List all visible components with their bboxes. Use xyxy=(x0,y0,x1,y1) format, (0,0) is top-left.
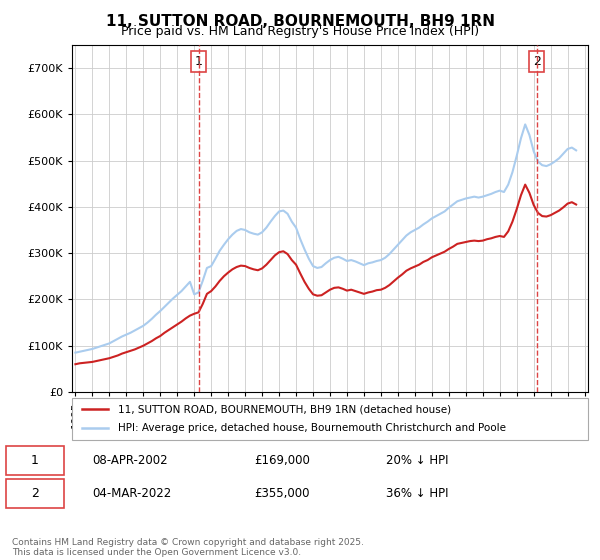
Text: £355,000: £355,000 xyxy=(254,487,310,500)
Text: 2: 2 xyxy=(31,487,39,500)
Text: 1: 1 xyxy=(31,454,39,467)
Text: 11, SUTTON ROAD, BOURNEMOUTH, BH9 1RN (detached house): 11, SUTTON ROAD, BOURNEMOUTH, BH9 1RN (d… xyxy=(118,404,452,414)
Text: 20% ↓ HPI: 20% ↓ HPI xyxy=(386,454,449,467)
Text: Price paid vs. HM Land Registry's House Price Index (HPI): Price paid vs. HM Land Registry's House … xyxy=(121,25,479,38)
Text: HPI: Average price, detached house, Bournemouth Christchurch and Poole: HPI: Average price, detached house, Bour… xyxy=(118,423,506,433)
Text: Contains HM Land Registry data © Crown copyright and database right 2025.
This d: Contains HM Land Registry data © Crown c… xyxy=(12,538,364,557)
Text: £169,000: £169,000 xyxy=(254,454,310,467)
Text: 04-MAR-2022: 04-MAR-2022 xyxy=(92,487,172,500)
Text: 36% ↓ HPI: 36% ↓ HPI xyxy=(386,487,449,500)
Text: 11, SUTTON ROAD, BOURNEMOUTH, BH9 1RN: 11, SUTTON ROAD, BOURNEMOUTH, BH9 1RN xyxy=(106,14,494,29)
Text: 08-APR-2002: 08-APR-2002 xyxy=(92,454,168,467)
Text: 1: 1 xyxy=(195,55,203,68)
FancyBboxPatch shape xyxy=(72,398,588,440)
FancyBboxPatch shape xyxy=(6,446,64,475)
FancyBboxPatch shape xyxy=(6,479,64,508)
Text: 2: 2 xyxy=(533,55,541,68)
